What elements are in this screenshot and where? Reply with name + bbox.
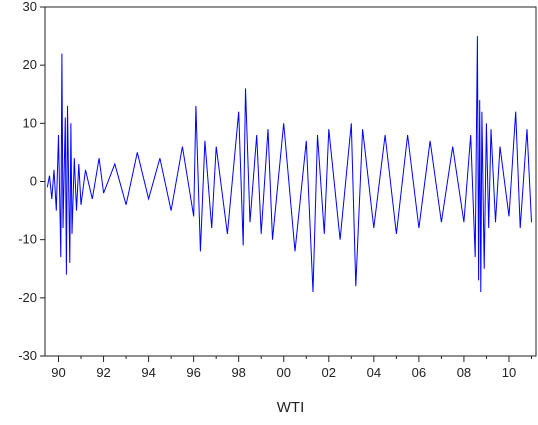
x-tick-label: 96: [186, 365, 200, 380]
x-tick-label: 98: [231, 365, 245, 380]
x-tick-label: 00: [277, 365, 291, 380]
y-tick-label: 30: [23, 0, 37, 14]
x-tick-label: 08: [457, 365, 471, 380]
y-tick-label: -10: [18, 232, 37, 247]
x-tick-label: 02: [322, 365, 336, 380]
x-tick-label: 90: [51, 365, 65, 380]
y-tick-label: 20: [23, 57, 37, 72]
x-tick-label: 92: [96, 365, 110, 380]
x-axis: 90 92 94 96 98 00 02 04 06 08 10: [51, 356, 532, 380]
x-tick-label: 10: [502, 365, 516, 380]
x-axis-title: WTI: [277, 399, 305, 416]
wti-series-line: [46, 36, 532, 293]
y-axis: 30 20 10 0 -10 -20 -30: [18, 0, 45, 363]
y-tick-label: 10: [23, 115, 37, 130]
y-tick-label: -20: [18, 290, 37, 305]
x-tick-label: 06: [412, 365, 426, 380]
plot-frame: [44, 6, 537, 357]
y-tick-label: -30: [18, 348, 37, 363]
y-tick-label: 0: [30, 174, 37, 189]
x-tick-label: 04: [367, 365, 381, 380]
x-tick-label: 94: [141, 365, 155, 380]
